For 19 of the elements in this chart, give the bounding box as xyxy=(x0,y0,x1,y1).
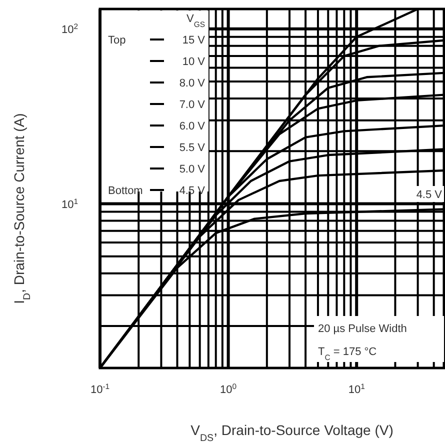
legend-title: V$_{GS}$ xyxy=(186,13,205,28)
legend-label: 6.0 V xyxy=(179,120,206,132)
legend-label: 8.0 V xyxy=(179,78,206,90)
legend-label: 5.5 V xyxy=(179,142,206,154)
annotation: T$_{C}$ = 175 °C xyxy=(318,346,377,362)
annotation: 4.5 V xyxy=(416,189,443,201)
legend-label: 4.5 V xyxy=(179,185,206,197)
legend-label: 5.0 V xyxy=(179,164,206,176)
x-tick-label: 10$^{-1}$ xyxy=(90,382,110,396)
annotation: 20 µs Pulse Width xyxy=(318,323,407,335)
legend-label: 10 V xyxy=(182,56,206,68)
legend-label: 15 V xyxy=(182,34,206,46)
y-tick-label: 10$^{2}$ xyxy=(61,21,78,36)
annotation: Bottom xyxy=(108,185,143,197)
x-tick-label: 10$^{1}$ xyxy=(348,382,365,396)
legend-label: 7.0 V xyxy=(179,99,206,111)
annotation: Top xyxy=(108,34,126,46)
x-tick-label: 10$^{0}$ xyxy=(220,382,237,396)
x-axis-title: V$_{DS}$, Drain-to-Source Voltage (V) xyxy=(190,422,394,444)
